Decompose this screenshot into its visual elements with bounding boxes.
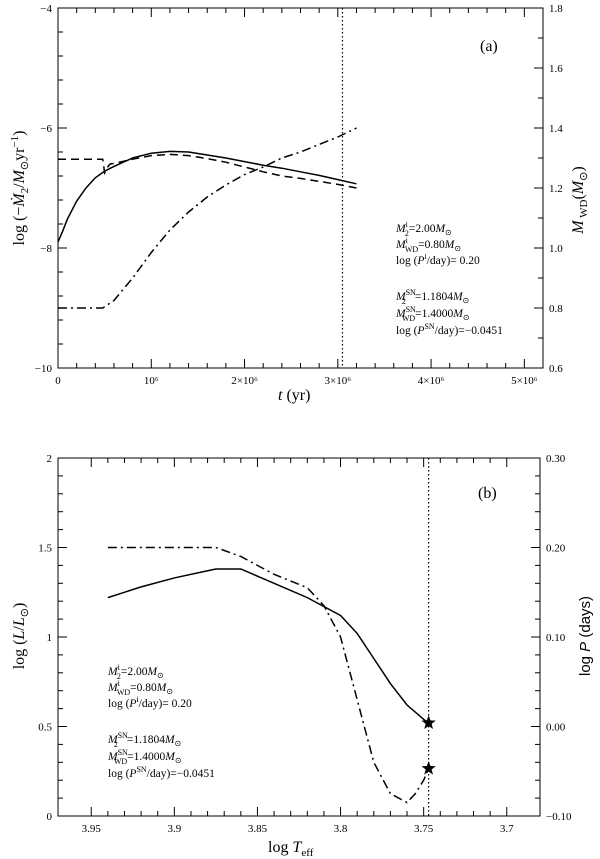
panel-a-series [57, 8, 357, 368]
panel-a-tick-labels: 0 10⁶ 2×10⁶ 3×10⁶ 4×10⁶ 5×10⁶ −10 −8 −6 −4 0.6 0.8 1… [35, 3, 563, 387]
a-ytick-label: −10 [35, 363, 53, 375]
panel-a-annotation-initial: Mi 2=2.00M⊙ Mi WD=0.80M⊙ log (Pi/day)= 0.2… [395, 220, 480, 267]
b-y2tick-label: 0.30 [546, 453, 566, 465]
a-xtick-label: 3×10⁶ [325, 375, 352, 387]
b-y2tick-label: 0.20 [546, 543, 566, 555]
panel-b: 3.95 3.9 3.85 3.8 3.75 3.7 0 0.5 1 1.5 2 −0.10 0.00 0… [11, 453, 594, 859]
a-ytick-label: −8 [40, 243, 52, 255]
panel-a-ylabel: log (−Ṁ2/M⊙yr−1) [9, 131, 31, 246]
b-xtick-label: 3.85 [248, 823, 268, 835]
b-ytick-label: 0 [47, 811, 53, 823]
a-series-dashed-line [58, 153, 357, 189]
b-ytick-label: 0.5 [38, 722, 52, 734]
a-xtick-label: 5×10⁶ [511, 375, 538, 387]
b-xtick-label: 3.75 [414, 823, 434, 835]
panel-b-ylabel: log (L/L⊙) [11, 603, 31, 670]
a-xtick-label: 2×10⁶ [231, 375, 258, 387]
a-y2tick-label: 1.4 [549, 123, 563, 135]
svg-text:log (PSN/day)=−0.0451: log (PSN/day)=−0.0451 [396, 322, 503, 337]
a-y2tick-label: 0.8 [549, 303, 563, 315]
panel-b-xlabel: log Teff [268, 839, 314, 859]
b-y2tick-label: −0.10 [546, 811, 572, 823]
b-y2tick-label: 0.00 [546, 722, 566, 734]
svg-text:Mi2=2.00M⊙: Mi 2=2.00M⊙ [107, 663, 164, 681]
b-ytick-label: 2 [47, 453, 53, 465]
a-series-dashdot-line [58, 127, 357, 309]
a-xtick-label: 0 [55, 375, 61, 387]
a-y2tick-label: 0.6 [549, 363, 563, 375]
b-ytick-label: 1 [47, 632, 53, 644]
panel-a-ticks [57, 7, 543, 369]
a-ytick-label: −6 [40, 123, 52, 135]
panel-a-xlabel: t (yr) [278, 387, 310, 404]
a-y2tick-label: 1.2 [549, 183, 563, 195]
b-series-solid-line [107, 568, 430, 724]
panel-b-ticks [58, 457, 540, 817]
a-xtick-label: 4×10⁶ [418, 375, 445, 387]
svg-text:log (PSN/day)=−0.0451: log (PSN/day)=−0.0451 [108, 765, 215, 780]
b-series-dashdot-line [107, 546, 430, 804]
panel-b-label: (b) [478, 485, 497, 502]
svg-text:log (Pi/day)= 0.20: log (Pi/day)= 0.20 [396, 252, 480, 267]
panel-b-annotation-sn: MSN 2 =1.1804M⊙ MSN WD=1.4000M⊙ log (PSN/da… [107, 731, 215, 780]
panel-b-y2label: log P (days) [577, 596, 594, 676]
panel-b-annotation-initial: Mi 2=2.00M⊙ Mi WD=0.80M⊙ log (Pi/day)= 0.2… [107, 663, 192, 710]
panel-a-label: (a) [480, 38, 498, 55]
b-star-marker [421, 715, 436, 729]
b-star-marker [421, 761, 436, 775]
a-ytick-label: −4 [40, 3, 52, 15]
a-y2tick-label: 1.8 [549, 3, 563, 15]
a-xtick-label: 10⁶ [144, 375, 159, 387]
panel-a-annotation-sn: MSN 2 =1.1804M⊙ MSN WD=1.4000M⊙ log (PSN/da… [395, 288, 503, 337]
b-y2tick-label: 0.10 [546, 632, 566, 644]
panel-b-tick-labels: 3.95 3.9 3.85 3.8 3.75 3.7 0 0.5 1 1.5 2 −0.10 0.00 0… [38, 453, 572, 835]
svg-text:Mi2=2.00M⊙: Mi 2=2.00M⊙ [395, 220, 452, 238]
b-ytick-label: 1.5 [38, 543, 52, 555]
panel-a: 0 10⁶ 2×10⁶ 3×10⁶ 4×10⁶ 5×10⁶ −10 −8 −6 −4 0.6 0.8 1… [9, 3, 590, 404]
a-y2tick-label: 1.0 [549, 243, 563, 255]
b-xtick-label: 3.95 [82, 823, 102, 835]
svg-text:log (Pi/day)= 0.20: log (Pi/day)= 0.20 [108, 695, 192, 710]
b-xtick-label: 3.7 [500, 823, 514, 835]
panel-a-frame [57, 7, 544, 369]
a-series-solid-line [57, 150, 357, 243]
a-y2tick-label: 1.6 [549, 63, 563, 75]
b-xtick-label: 3.8 [334, 823, 348, 835]
panel-a-y2label: M WD(M⊙) [570, 166, 590, 234]
b-xtick-label: 3.9 [167, 823, 181, 835]
panel-b-series [107, 458, 436, 816]
